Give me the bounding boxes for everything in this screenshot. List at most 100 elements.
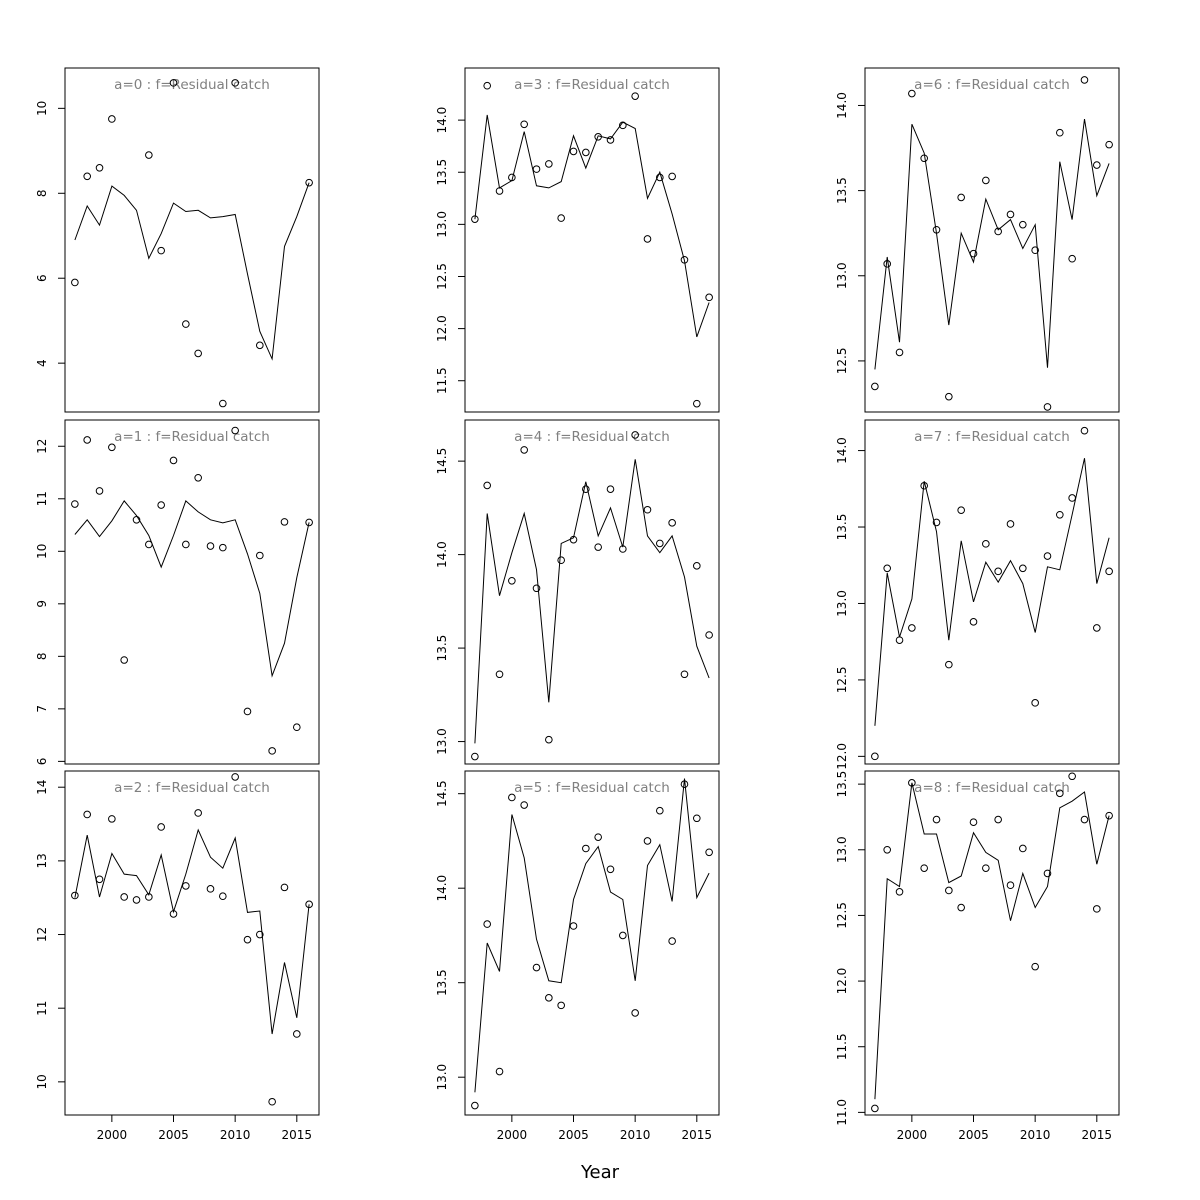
observed-point [606, 136, 615, 144]
observed-point [606, 485, 615, 493]
y-tick-label: 13.0 [435, 728, 449, 755]
observed-point [495, 670, 504, 679]
observed-point [243, 935, 252, 944]
fitted-line [74, 182, 310, 361]
observed-point [508, 793, 516, 802]
y-tick-label: 13.5 [835, 771, 849, 798]
observed-point [908, 624, 916, 632]
y-tick-label: 13.5 [435, 969, 449, 996]
y-tick-label: 12.5 [835, 348, 849, 375]
observed-point [545, 735, 553, 744]
observed-point [83, 436, 91, 444]
plot-frame [464, 770, 720, 1116]
y-tick-label: 10 [35, 101, 49, 116]
observed-point [631, 431, 639, 439]
observed-point [895, 887, 904, 896]
observed-point [182, 320, 190, 328]
y-tick-label: 12.5 [835, 667, 849, 694]
x-tick-label: 2015 [1082, 1128, 1113, 1142]
panel-a1: a=1 : f=Residual catch 6 7 8 9 10 11 12 [35, 419, 320, 765]
y-tick-label: 14.0 [835, 437, 849, 464]
observed-point [508, 173, 516, 182]
observed-point [994, 567, 1002, 576]
observed-point [1080, 815, 1089, 824]
y-tick-label: 13.0 [835, 590, 849, 617]
x-tick-label: 2010 [220, 1128, 251, 1142]
observed-point [693, 562, 701, 570]
observed-point [71, 278, 79, 287]
panel-title: a=5 : f=Residual catch [514, 780, 670, 796]
y-tick-label: 14.0 [435, 107, 449, 134]
observed-point [483, 81, 491, 90]
observed-point [1080, 76, 1089, 84]
observed-point [231, 79, 239, 87]
observed-point [908, 779, 916, 787]
observed-point [95, 875, 104, 884]
observed-point [1006, 520, 1015, 528]
y-tick-label: 12 [35, 439, 49, 454]
y-tick-label: 11 [35, 1001, 49, 1016]
observed-point [194, 349, 202, 358]
panel-a8: a=8 : f=Residual catch 11.0 11.5 12.0 12.5 13… [835, 770, 1120, 1142]
observed-point [219, 892, 227, 901]
observed-point [982, 864, 990, 872]
y-tick-label: 13.5 [835, 177, 849, 204]
observed-point [268, 1097, 276, 1106]
observed-point [1019, 220, 1027, 229]
panel-a2: a=2 : f=Residual catch 10 11 12 13 14 2000 2005… [35, 770, 320, 1142]
observed-point [969, 818, 978, 827]
observed-point [945, 886, 953, 895]
observed-point [871, 1104, 879, 1113]
observed-point [908, 89, 916, 98]
fitted-line [874, 119, 1110, 370]
y-tick-label: 12.5 [435, 263, 449, 290]
observed-point [582, 485, 590, 493]
observed-point [1006, 881, 1015, 890]
observed-point [557, 556, 565, 565]
observed-point [1056, 128, 1064, 137]
observed-point [206, 885, 215, 893]
observed-point [520, 801, 528, 809]
observed-point [883, 260, 891, 268]
x-tick-label: 2005 [158, 1128, 189, 1142]
observed-point [1105, 140, 1113, 149]
observed-point [194, 473, 202, 482]
panel-a7: a=7 : f=Residual catch 12.0 12.5 13.0 13.5 14… [835, 419, 1120, 770]
observed-point [293, 723, 301, 732]
panel-title: a=7 : f=Residual catch [914, 429, 1070, 445]
observed-point [145, 540, 153, 549]
panel-a3: a=3 : f=Residual catch 11.5 12.0 12.5 13.0 13… [435, 67, 720, 413]
observed-point [1068, 772, 1076, 781]
y-tick-label: 12.0 [835, 968, 849, 995]
observed-point [643, 837, 652, 845]
observed-point [194, 809, 202, 817]
y-tick-label: 9 [35, 600, 49, 608]
plot-frame [464, 67, 720, 413]
y-tick-label: 8 [35, 653, 49, 661]
observed-point [1105, 811, 1113, 820]
observed-point [1043, 552, 1052, 560]
observed-point [1043, 403, 1052, 411]
observed-point [1056, 789, 1064, 798]
panel-a5: a=5 : f=Residual catch 13.0 13.5 14.0 14.5 20… [435, 770, 720, 1142]
observed-point [569, 535, 578, 544]
observed-point [495, 1067, 504, 1076]
observed-point [471, 215, 479, 223]
observed-point [680, 256, 689, 264]
observed-point [705, 848, 713, 857]
plot-frame [864, 770, 1120, 1116]
observed-point [508, 576, 516, 585]
fitted-line [74, 828, 310, 1035]
fitted-line [474, 114, 710, 338]
observed-point [582, 148, 590, 157]
panel-title: a=0 : f=Residual catch [114, 77, 270, 93]
observed-point [957, 903, 965, 912]
observed-point [656, 806, 664, 815]
x-tick-label: 2005 [958, 1128, 989, 1142]
y-tick-label: 14.0 [835, 92, 849, 119]
y-tick-label: 11 [35, 491, 49, 506]
y-tick-label: 12.0 [835, 743, 849, 770]
observed-point [532, 963, 541, 972]
y-tick-label: 13 [35, 853, 49, 868]
